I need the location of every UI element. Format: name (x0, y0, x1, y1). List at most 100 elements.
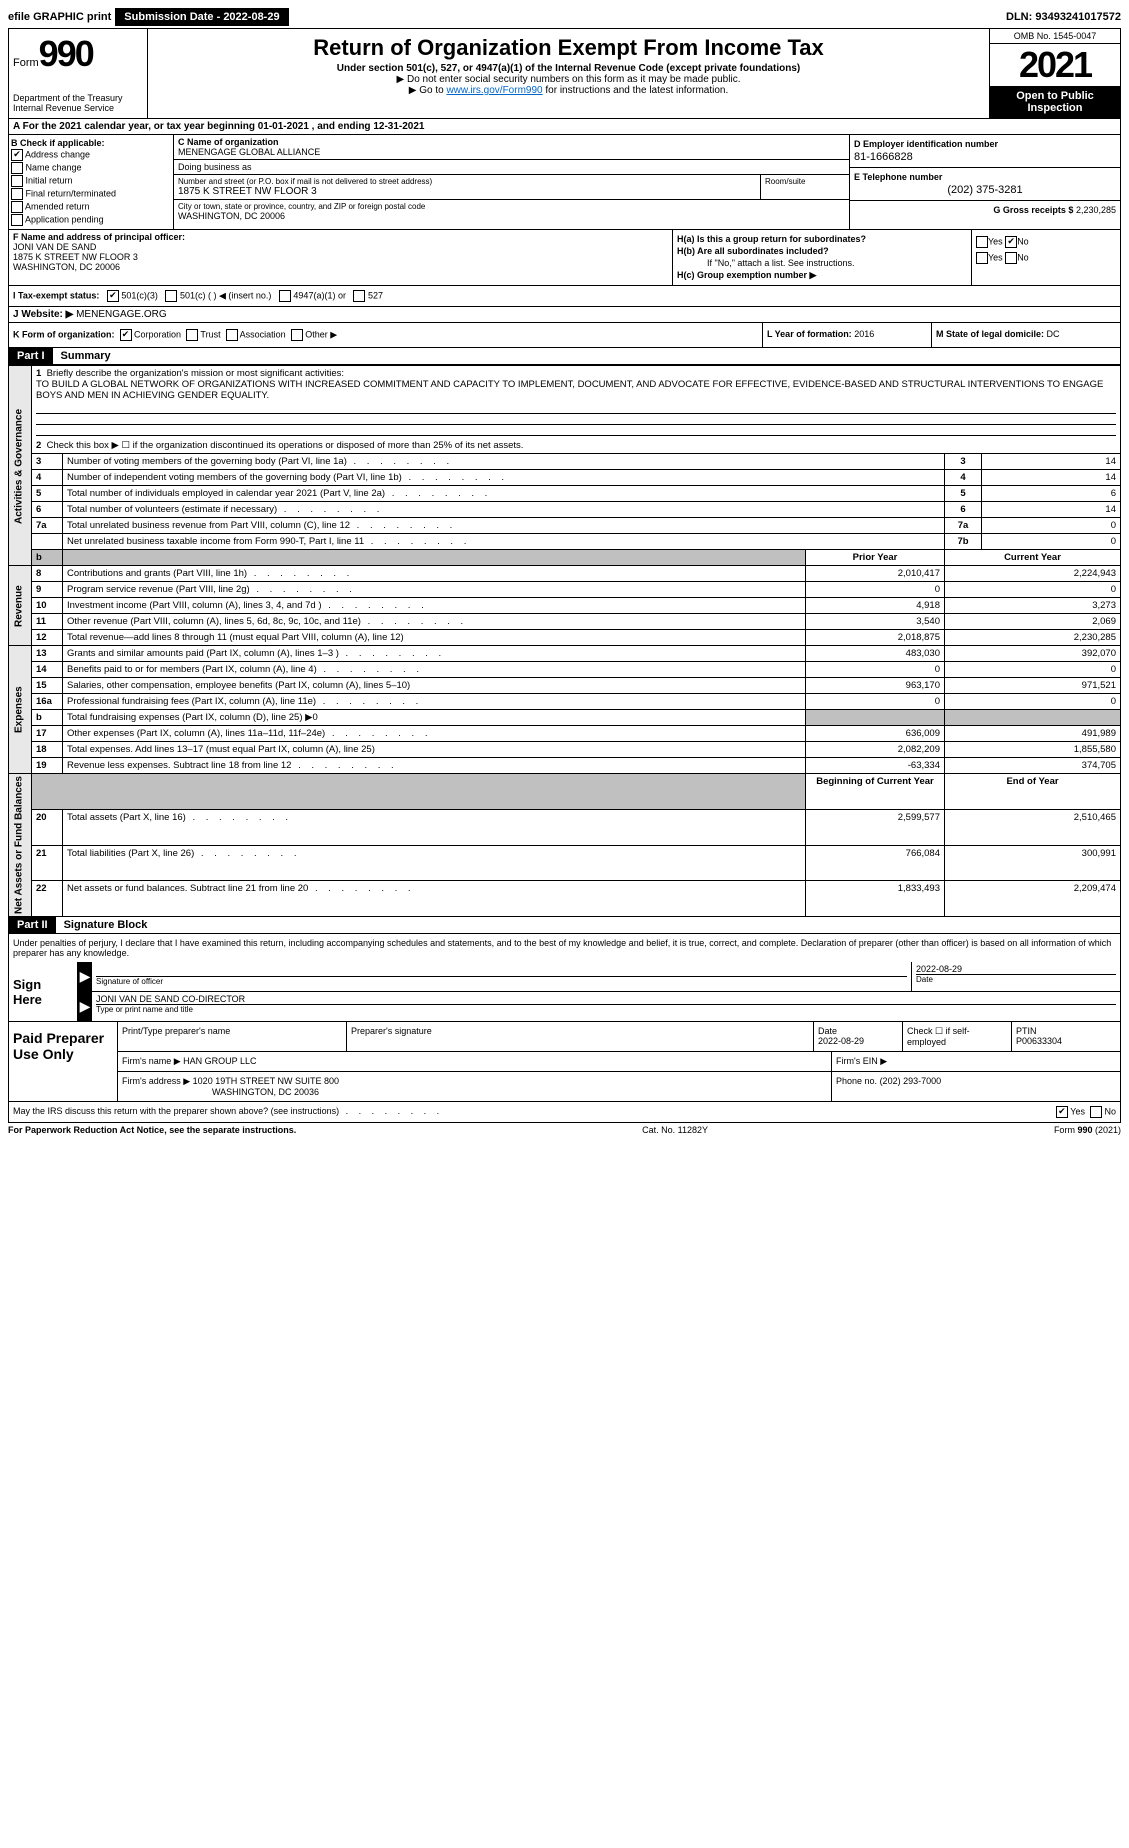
form-note-link: ▶ Go to www.irs.gov/Form990 for instruct… (152, 85, 985, 96)
city-row: City or town, state or province, country… (174, 199, 849, 223)
ein-label: D Employer identification number (854, 139, 1116, 149)
tax-year: 2021 (990, 44, 1120, 86)
table-row: 19Revenue less expenses. Subtract line 1… (9, 758, 1121, 774)
line2-desc: Check this box ▶ ☐ if the organization d… (47, 440, 524, 451)
checkbox-501c[interactable] (165, 290, 177, 302)
officer-addr2: WASHINGTON, DC 20006 (13, 262, 668, 272)
table-row: 4Number of independent voting members of… (9, 470, 1121, 486)
checkbox-ha-yes[interactable] (976, 236, 988, 248)
checkbox-discuss-yes[interactable] (1056, 1106, 1068, 1118)
note-post: for instructions and the latest informat… (543, 85, 729, 96)
table-row: Net unrelated business taxable income fr… (9, 534, 1121, 550)
sig-officer-label: Signature of officer (96, 976, 907, 986)
checkbox-other[interactable] (291, 329, 303, 341)
table-row: 5Total number of individuals employed in… (9, 486, 1121, 502)
side-label-gov: Activities & Governance (9, 366, 32, 566)
officer-name-label: Type or print name and title (96, 1004, 1116, 1014)
checkbox-527[interactable] (353, 290, 365, 302)
efile-label: efile GRAPHIC print (8, 11, 111, 23)
checkbox-amended[interactable] (11, 201, 23, 213)
gross-receipts-row: G Gross receipts $ 2,230,285 (850, 201, 1120, 219)
checkbox-corp[interactable] (120, 329, 132, 341)
k-label: K Form of organization: (13, 329, 115, 339)
checkbox-discuss-no[interactable] (1090, 1106, 1102, 1118)
firm-name-label: Firm's name ▶ (122, 1056, 181, 1066)
irs-link[interactable]: www.irs.gov/Form990 (446, 85, 542, 96)
table-row: 15Salaries, other compensation, employee… (9, 678, 1121, 694)
prep-date: 2022-08-29 (818, 1036, 864, 1046)
col-h-group: H(a) Is this a group return for subordin… (672, 230, 971, 285)
sign-here-label: Sign Here (9, 962, 77, 1021)
checkbox-hb-no[interactable] (1005, 252, 1017, 264)
firm-addr1: 1020 19TH STREET NW SUITE 800 (193, 1076, 339, 1086)
527-label: 527 (368, 290, 383, 300)
line-a-tax-year: A For the 2021 calendar year, or tax yea… (8, 119, 1121, 135)
form-label: Form (13, 57, 39, 69)
checkbox-app-pending[interactable] (11, 214, 23, 226)
preparer-block: Paid Preparer Use Only Print/Type prepar… (8, 1022, 1121, 1102)
checkbox-501c3[interactable] (107, 290, 119, 302)
header-row: Net Assets or Fund BalancesBeginning of … (9, 774, 1121, 810)
open-public-badge: Open to Public Inspection (990, 86, 1120, 118)
mission-text: TO BUILD A GLOBAL NETWORK OF ORGANIZATIO… (36, 379, 1103, 401)
top-bar: efile GRAPHIC print Submission Date - 20… (8, 8, 1121, 26)
checkbox-address-change[interactable] (11, 149, 23, 161)
submission-date-button[interactable]: Submission Date - 2022-08-29 (115, 8, 288, 26)
no-label: No (1104, 1106, 1116, 1116)
ha-row: H(a) Is this a group return for subordin… (677, 234, 967, 244)
checkbox-name-change[interactable] (11, 162, 23, 174)
dba-label: Doing business as (178, 162, 845, 172)
header-row: bPrior YearCurrent Year (9, 550, 1121, 566)
table-row: 21Total liabilities (Part X, line 26)766… (9, 845, 1121, 881)
ein-value: 81-1666828 (854, 151, 1116, 163)
street-value: 1875 K STREET NW FLOOR 3 (178, 186, 756, 197)
hc-label: H(c) Group exemption number ▶ (677, 270, 816, 280)
checkbox-4947[interactable] (279, 290, 291, 302)
officer-name: JONI VAN DE SAND (13, 242, 668, 252)
eoy-hdr: End of Year (945, 774, 1121, 810)
table-row: Expenses13Grants and similar amounts pai… (9, 646, 1121, 662)
table-row: Revenue8Contributions and grants (Part V… (9, 566, 1121, 582)
table-row: 6Total number of volunteers (estimate if… (9, 502, 1121, 518)
checkbox-assoc[interactable] (226, 329, 238, 341)
ptin-label: PTIN (1016, 1026, 1037, 1036)
self-employed-label: Check ☐ if self-employed (903, 1022, 1012, 1051)
ein-row: D Employer identification number 81-1666… (850, 135, 1120, 168)
table-row: 22Net assets or fund balances. Subtract … (9, 881, 1121, 917)
checkbox-initial-return[interactable] (11, 175, 23, 187)
dln-label: DLN: 93493241017572 (1006, 11, 1121, 23)
line1-num: 1 (36, 368, 41, 379)
city-label: City or town, state or province, country… (178, 202, 845, 211)
l-label: L Year of formation: (767, 329, 852, 339)
table-row: 20Total assets (Part X, line 16)2,599,57… (9, 809, 1121, 845)
amended-label: Amended return (25, 201, 90, 211)
checkbox-trust[interactable] (186, 329, 198, 341)
trust-label: Trust (200, 329, 220, 339)
row-i: I Tax-exempt status: 501(c)(3) 501(c) ( … (8, 286, 1121, 307)
firm-addr-label: Firm's address ▶ (122, 1076, 190, 1086)
checkbox-ha-no[interactable] (1005, 236, 1017, 248)
m-domicile: M State of legal domicile: DC (932, 323, 1120, 347)
table-row: 14Benefits paid to or for members (Part … (9, 662, 1121, 678)
prior-year-hdr: Prior Year (806, 550, 945, 566)
other-label: Other ▶ (305, 329, 337, 339)
header-center: Return of Organization Exempt From Incom… (148, 29, 989, 118)
line1-row: 1 Briefly describe the organization's mi… (32, 366, 1121, 404)
corp-label: Corporation (134, 329, 181, 339)
checkbox-final-return[interactable] (11, 188, 23, 200)
sig-intro: Under penalties of perjury, I declare th… (9, 934, 1120, 962)
table-row: 3Number of voting members of the governi… (9, 454, 1121, 470)
table-row: 10Investment income (Part VIII, column (… (9, 598, 1121, 614)
officer-name-title: JONI VAN DE SAND CO-DIRECTOR (96, 994, 1116, 1004)
footer: For Paperwork Reduction Act Notice, see … (8, 1123, 1121, 1137)
table-row: 7aTotal unrelated business revenue from … (9, 518, 1121, 534)
preparer-sig-label: Preparer's signature (347, 1022, 814, 1051)
part2-label: Part II (9, 917, 56, 933)
table-row: 11Other revenue (Part VIII, column (A), … (9, 614, 1121, 630)
side-label-net: Net Assets or Fund Balances (9, 774, 32, 917)
cat-no: Cat. No. 11282Y (642, 1125, 708, 1135)
street-row: Number and street (or P.O. box if mail i… (174, 175, 849, 199)
checkbox-hb-yes[interactable] (976, 252, 988, 264)
i-label: I Tax-exempt status: (13, 290, 99, 300)
omb-number: OMB No. 1545-0047 (990, 29, 1120, 44)
